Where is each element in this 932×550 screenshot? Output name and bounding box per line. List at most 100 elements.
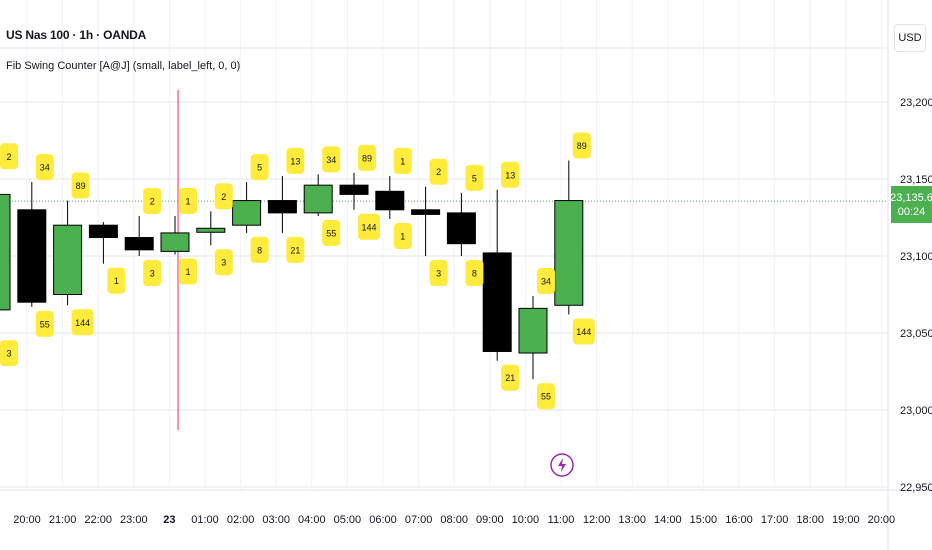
y-tick-label: 23,000.0 bbox=[900, 405, 932, 417]
y-tick-label: 23,100.0 bbox=[900, 251, 932, 263]
swing-label-bg bbox=[0, 340, 18, 367]
candle-body bbox=[446, 212, 476, 245]
candle bbox=[124, 215, 154, 256]
swing-label-bg bbox=[0, 143, 18, 170]
swing-label-bg bbox=[250, 154, 269, 181]
swing-label-bg bbox=[501, 161, 520, 188]
candle bbox=[482, 189, 512, 361]
swing-label-text: 5 bbox=[472, 173, 477, 183]
chart-overlays bbox=[0, 90, 888, 430]
swing-label-bg bbox=[429, 158, 448, 185]
x-tick-label: 22:00 bbox=[84, 514, 112, 526]
swing-label-text: 2 bbox=[221, 192, 226, 202]
x-tick-label: 09:00 bbox=[476, 514, 504, 526]
swing-label-text: 5 bbox=[257, 163, 262, 173]
candle bbox=[339, 172, 369, 210]
swing-label-bg bbox=[322, 146, 341, 173]
candle-body bbox=[124, 237, 154, 251]
symbol-title[interactable]: US Nas 100 · 1h · OANDA bbox=[6, 28, 147, 42]
swing-label-bg bbox=[214, 183, 233, 210]
swing-label: 1 bbox=[179, 258, 197, 285]
bar-countdown: 00:24 bbox=[897, 205, 926, 218]
swing-label-bg bbox=[35, 154, 54, 181]
swing-label-text: 1 bbox=[185, 196, 190, 206]
time-axis[interactable]: 20:00 21:00 22:00 23:00 23 01:00 02:00 03:00 04:… bbox=[13, 514, 895, 526]
indicator-title[interactable]: Fib Swing Counter [A@J] (small, label_le… bbox=[6, 60, 241, 72]
x-tick-label: 11:00 bbox=[548, 514, 575, 526]
swing-label-text: 144 bbox=[576, 327, 591, 337]
candle bbox=[267, 175, 297, 233]
swing-label-bg bbox=[35, 310, 54, 337]
candle-body bbox=[339, 184, 369, 195]
event-marker[interactable] bbox=[550, 453, 574, 477]
swing-label: 55 bbox=[537, 383, 555, 410]
swing-label: 5 bbox=[465, 164, 484, 191]
swing-label: 21 bbox=[286, 236, 305, 263]
swing-label-bg bbox=[358, 213, 380, 240]
swing-label-text: 34 bbox=[40, 163, 50, 173]
swing-label: 34 bbox=[322, 146, 341, 173]
y-tick-label: 22,950.0 bbox=[900, 482, 932, 494]
lightning-glyph bbox=[558, 458, 566, 472]
swing-label: 3 bbox=[214, 249, 233, 276]
swing-label-text: 3 bbox=[436, 269, 441, 279]
swing-label-text: 1 bbox=[400, 232, 405, 242]
candle bbox=[303, 174, 333, 216]
x-tick-label: 23:00 bbox=[120, 514, 148, 526]
swing-label: 3 bbox=[143, 260, 162, 286]
candle-body bbox=[0, 193, 11, 311]
swing-label-text: 13 bbox=[505, 170, 515, 180]
candle-body bbox=[482, 252, 512, 352]
candle bbox=[17, 182, 47, 307]
candle-body bbox=[554, 200, 584, 306]
swing-label: 2 bbox=[429, 158, 448, 185]
swing-label-text: 89 bbox=[76, 181, 86, 191]
swing-label-bg bbox=[179, 258, 197, 285]
price-axis[interactable]: 23,200.0 23,150.0 23,100.0 23,050.0 23,000.0… bbox=[900, 97, 932, 494]
swing-label-text: 89 bbox=[362, 153, 372, 163]
swing-label: 2 bbox=[214, 183, 233, 210]
swing-label-bg bbox=[286, 147, 305, 174]
swing-label-bg bbox=[393, 223, 412, 250]
x-tick-label: 16:00 bbox=[725, 514, 753, 526]
y-tick-label: 23,050.0 bbox=[900, 328, 932, 340]
swing-label-text: 21 bbox=[505, 373, 515, 383]
swing-label-bg bbox=[143, 187, 162, 214]
swing-label: 34 bbox=[537, 268, 555, 295]
candle bbox=[88, 222, 118, 264]
x-tick-label: 14:00 bbox=[654, 514, 682, 526]
swing-label: 55 bbox=[35, 310, 54, 337]
last-price-badge: 23,135.6 00:24 bbox=[890, 186, 932, 223]
candle bbox=[554, 160, 584, 315]
candle bbox=[0, 193, 11, 311]
x-tick-label: 03:00 bbox=[262, 514, 290, 526]
swing-label-bg bbox=[393, 147, 412, 174]
swing-label-bg bbox=[250, 236, 269, 263]
candle-body bbox=[375, 190, 405, 211]
swing-label: 144 bbox=[572, 318, 595, 345]
x-tick-label: 05:00 bbox=[334, 514, 362, 526]
currency-button[interactable]: USD bbox=[894, 24, 926, 52]
swing-label-bg bbox=[179, 187, 197, 214]
swing-label-text: 89 bbox=[577, 141, 587, 151]
x-tick-label: 04:00 bbox=[298, 514, 326, 526]
swing-label: 3 bbox=[0, 340, 18, 367]
swing-label: 13 bbox=[286, 147, 305, 174]
swing-label-bg bbox=[286, 236, 305, 263]
swing-label: 8 bbox=[250, 236, 269, 263]
candle-body bbox=[53, 224, 83, 295]
swing-label-text: 8 bbox=[472, 269, 477, 279]
swing-label: 89 bbox=[572, 132, 591, 159]
swing-label: 89 bbox=[358, 144, 376, 171]
candle-body bbox=[267, 200, 297, 214]
swing-label-bg bbox=[572, 318, 595, 345]
swing-label: 1 bbox=[393, 147, 412, 174]
candle bbox=[196, 211, 226, 246]
swing-label-text: 8 bbox=[257, 245, 262, 255]
swing-label: 8 bbox=[465, 260, 484, 286]
swing-label: 1 bbox=[179, 187, 197, 214]
swing-label: 21 bbox=[501, 364, 520, 391]
